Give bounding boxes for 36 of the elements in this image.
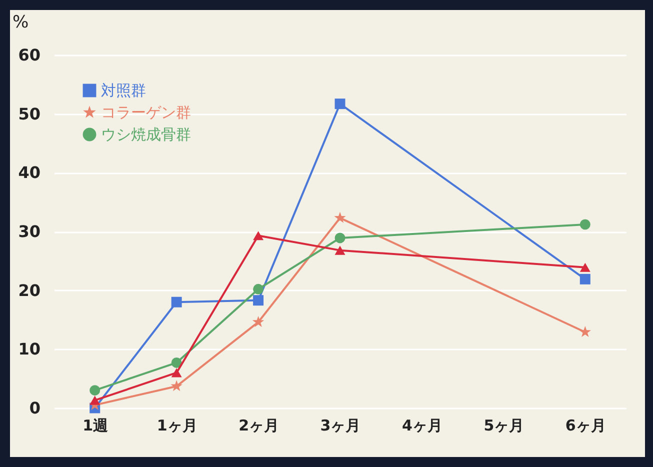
legend-label: コラーゲン群: [101, 104, 191, 122]
y-tick-label: 10: [18, 340, 40, 359]
point: [334, 212, 346, 223]
point: [170, 380, 182, 392]
point: [579, 326, 591, 338]
x-tick-label: 2ヶ月: [238, 416, 280, 434]
point: [253, 231, 264, 240]
y-tick-label: 50: [18, 104, 40, 124]
point: [90, 396, 100, 405]
y-axis-title: %: [12, 12, 29, 32]
point: [253, 284, 264, 294]
x-tick-label: 5ヶ月: [484, 416, 524, 434]
point: [580, 274, 590, 284]
legend-label: ウシ焼成骨群: [101, 126, 191, 144]
point: [171, 357, 182, 368]
point: [334, 246, 346, 255]
point: [171, 368, 182, 378]
point: [252, 316, 264, 328]
y-tick-label: 30: [18, 222, 40, 241]
x-tick-label: 3ヶ月: [320, 416, 361, 434]
x-tick-label: 6ヶ月: [565, 416, 606, 434]
point: [580, 219, 590, 230]
y-tick-label: 60: [18, 46, 40, 64]
point: [580, 262, 590, 272]
point: [334, 232, 346, 244]
y-tick-label: 20: [18, 280, 40, 300]
x-tick-label: 4ヶ月: [402, 416, 442, 434]
point: [90, 385, 100, 396]
point: [253, 295, 264, 306]
y-tick-label: 0: [29, 398, 40, 418]
point: [334, 98, 346, 110]
point: [171, 296, 182, 308]
x-tick-label: 1ヶ月: [156, 416, 198, 434]
x-tick-label: 1週: [82, 416, 110, 434]
legend-label: 対照群: [101, 82, 146, 100]
y-tick-label: 40: [18, 163, 40, 182]
